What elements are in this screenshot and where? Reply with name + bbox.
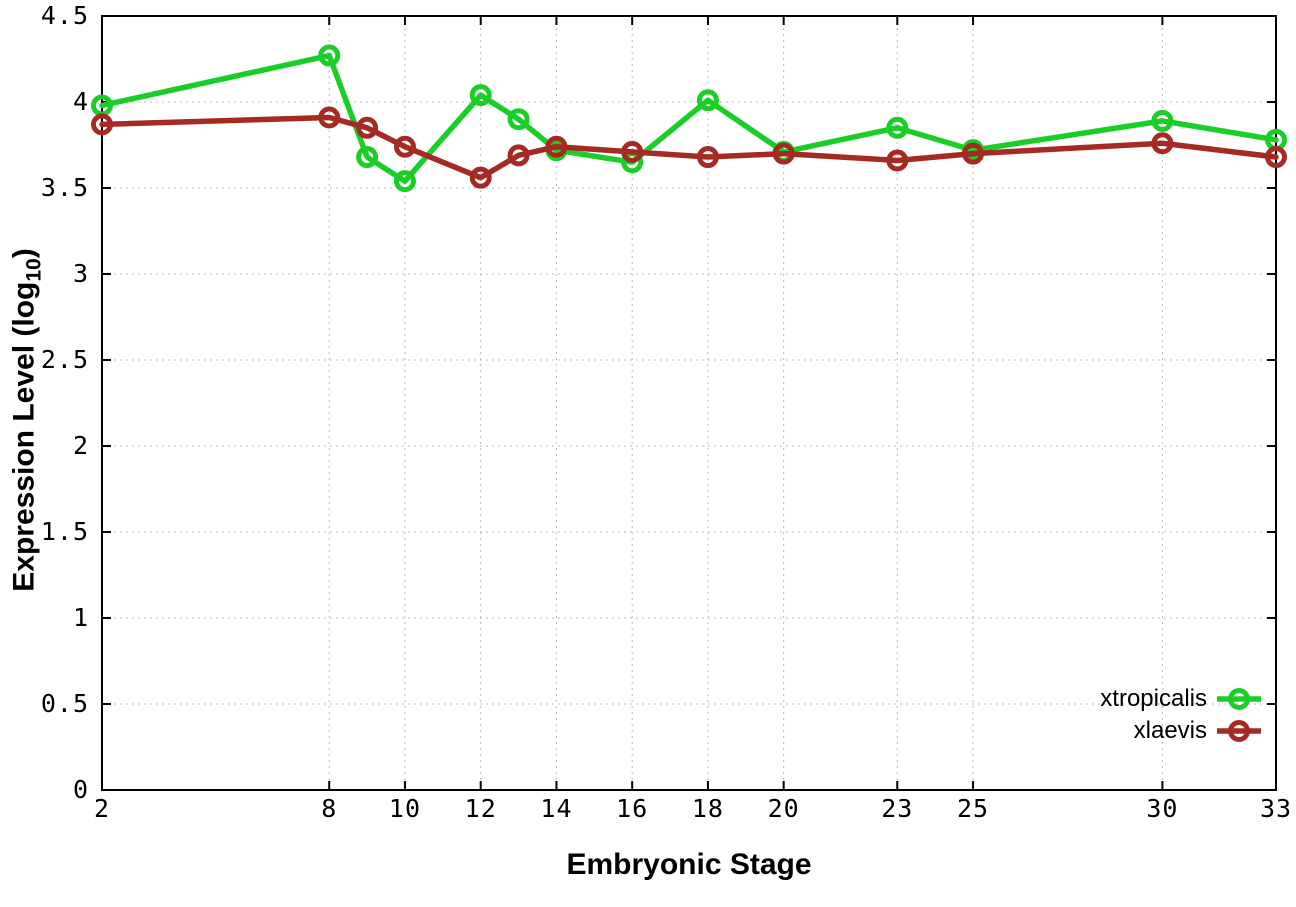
- data-point-xlaevis: [318, 106, 341, 129]
- data-point-xtropicalis: [1151, 109, 1174, 132]
- data-point-xlaevis: [393, 135, 416, 158]
- x-tick-label: 33: [1260, 794, 1292, 823]
- x-tick-label: 18: [692, 794, 724, 823]
- x-tick-label: 2: [94, 794, 110, 823]
- data-point-xtropicalis: [469, 84, 492, 107]
- legend-label-xlaevis: xlaevis: [1133, 717, 1207, 744]
- legend-item-xtropicalis: xtropicalis: [1100, 683, 1262, 715]
- data-point-xtropicalis: [886, 116, 909, 139]
- axis-box: [101, 15, 1277, 791]
- legend-marker-xtropicalis: [1217, 688, 1261, 710]
- data-point-xlaevis: [1265, 146, 1287, 169]
- x-tick-label: 20: [768, 794, 800, 823]
- y-tick-label: 2: [73, 431, 89, 460]
- y-axis-title-subscript: 10: [22, 258, 46, 282]
- x-tick-label: 10: [389, 794, 421, 823]
- data-point-xlaevis: [696, 146, 719, 169]
- legend-marker-xlaevis: [1217, 720, 1261, 742]
- data-point-xtropicalis: [507, 108, 530, 131]
- legend: xtropicalis xlaevis: [1100, 683, 1262, 747]
- x-tick-label: 30: [1146, 794, 1178, 823]
- data-point-xlaevis: [621, 140, 644, 163]
- data-point-xlaevis: [545, 135, 568, 158]
- y-tick-label: 1.5: [41, 517, 89, 546]
- legend-label-xtropicalis: xtropicalis: [1100, 685, 1207, 712]
- x-tick-label: 23: [881, 794, 913, 823]
- data-point-xlaevis: [1151, 132, 1174, 155]
- data-point-xlaevis: [91, 113, 113, 136]
- x-axis-title: Embryonic Stage: [566, 848, 812, 881]
- y-tick-label: 4.5: [41, 1, 89, 30]
- data-point-xlaevis: [772, 142, 795, 165]
- y-tick-label: 1: [73, 603, 89, 632]
- data-point-xlaevis: [356, 116, 379, 139]
- data-point-xlaevis: [469, 166, 492, 189]
- data-point-xtropicalis: [393, 170, 416, 193]
- x-tick-label: 16: [616, 794, 648, 823]
- data-point-xtropicalis: [356, 146, 379, 169]
- y-tick-label: 3.5: [41, 173, 89, 202]
- y-axis-title-suffix: ): [7, 248, 41, 259]
- data-point-xlaevis: [507, 144, 530, 167]
- data-point-xtropicalis: [318, 44, 341, 67]
- data-point-xlaevis: [886, 149, 909, 172]
- y-tick-label: 3: [73, 259, 89, 288]
- legend-item-xlaevis: xlaevis: [1134, 715, 1262, 747]
- x-tick-label: 14: [540, 794, 572, 823]
- x-tick-label: 12: [465, 794, 497, 823]
- x-tick-label: 25: [957, 794, 989, 823]
- y-tick-label: 4: [73, 87, 89, 116]
- data-point-xtropicalis: [696, 89, 719, 112]
- x-tick-label: 8: [321, 794, 337, 823]
- y-tick-label: 2.5: [41, 345, 89, 374]
- y-axis-title-text: Expression Level (log: [7, 281, 41, 592]
- y-tick-label: 0: [73, 775, 89, 804]
- data-point-xlaevis: [962, 142, 985, 165]
- y-tick-label: 0.5: [41, 689, 89, 718]
- y-axis-title: Expression Level (log10): [8, 248, 47, 591]
